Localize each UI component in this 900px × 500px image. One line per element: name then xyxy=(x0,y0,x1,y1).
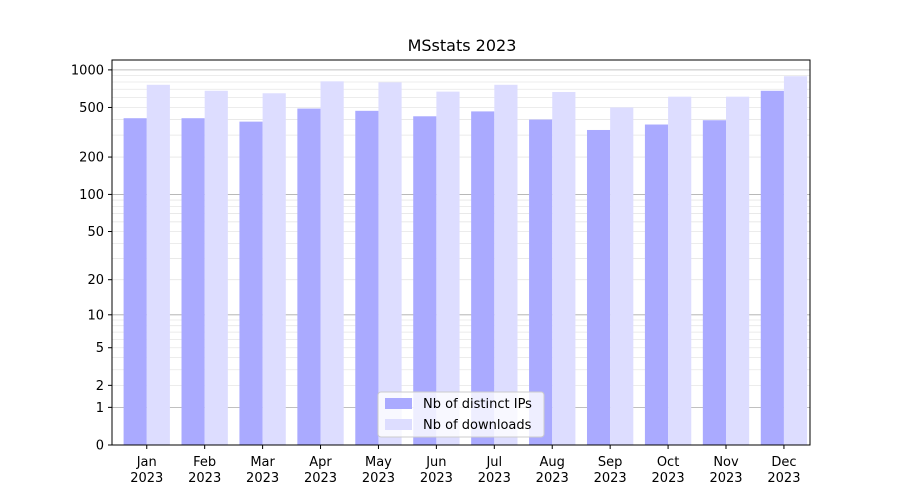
x-tick-label: Apr 2023 xyxy=(304,455,337,486)
x-tick-label-line: Dec xyxy=(771,455,796,470)
x-tick-label-line: 2023 xyxy=(478,471,511,486)
bar-downloads-apr xyxy=(320,81,344,446)
bar-distinct-ips-jul xyxy=(471,111,495,446)
y-tick-label: 100 xyxy=(79,188,104,203)
x-tick-label: Mar 2023 xyxy=(246,455,279,486)
y-tick-label: 1 xyxy=(96,401,104,416)
y-tick-label: 50 xyxy=(87,225,104,240)
bar-distinct-ips-mar xyxy=(239,121,263,446)
bar-downloads-aug xyxy=(552,92,576,446)
legend-label-distinct-ips: Nb of distinct IPs xyxy=(423,397,532,412)
x-tick-label-line: 2023 xyxy=(652,471,685,486)
bar-distinct-ips-jun xyxy=(413,116,437,445)
x-tick-label-line: 2023 xyxy=(420,471,453,486)
x-tick-label-line: 2023 xyxy=(767,471,800,486)
bar-downloads-dec xyxy=(783,76,808,445)
bar-distinct-ips-aug xyxy=(529,119,553,446)
y-tick-label: 500 xyxy=(79,101,104,116)
x-tick-label-line: 2023 xyxy=(594,471,627,486)
x-tick-label: Oct 2023 xyxy=(652,455,685,486)
y-axis: 0 1 2 5 10 20 50 100 200 500 1000 xyxy=(71,63,112,454)
bar-distinct-ips-nov xyxy=(702,120,727,445)
x-tick-label-line: Feb xyxy=(193,455,216,470)
y-tick-label: 200 xyxy=(79,151,104,166)
bar-downloads-nov xyxy=(726,96,750,445)
x-tick-label: Jun 2023 xyxy=(420,455,453,486)
x-tick-label: Nov 2023 xyxy=(709,455,742,486)
x-tick-label-line: Nov xyxy=(713,455,739,470)
bar-downloads-jun xyxy=(436,91,460,446)
bar-distinct-ips-jan xyxy=(123,118,147,445)
y-tick-label: 2 xyxy=(96,379,104,394)
x-tick-label-line: 2023 xyxy=(188,471,221,486)
y-tick-label: 10 xyxy=(87,308,104,323)
bar-distinct-ips-may xyxy=(355,110,379,445)
x-tick-label-line: Sep xyxy=(598,455,623,470)
x-tick-label-line: May xyxy=(365,455,392,470)
x-tick-label: Feb 2023 xyxy=(188,455,221,486)
x-tick-label-line: Aug xyxy=(540,455,565,470)
x-tick-label: Aug 2023 xyxy=(536,455,569,486)
x-tick-label-line: 2023 xyxy=(536,471,569,486)
bar-distinct-ips-apr xyxy=(297,108,321,446)
bar-distinct-ips-oct xyxy=(644,124,669,446)
x-tick-label-line: 2023 xyxy=(362,471,395,486)
legend: Nb of distinct IPs Nb of downloads xyxy=(377,391,545,438)
bar-downloads-mar xyxy=(262,93,286,445)
x-tick-label: May 2023 xyxy=(362,455,395,486)
x-tick-label-line: Apr xyxy=(309,455,332,470)
legend-box xyxy=(377,391,545,438)
x-tick-label-line: Jun xyxy=(425,455,446,470)
bar-distinct-ips-feb xyxy=(181,118,205,445)
legend-swatch-downloads xyxy=(385,419,412,430)
grid xyxy=(112,69,810,408)
y-tick-label: 5 xyxy=(96,341,104,356)
bar-distinct-ips-sep xyxy=(586,129,611,445)
x-tick-label-line: Jan xyxy=(136,455,157,470)
x-tick-label-line: Jul xyxy=(485,455,502,470)
x-tick-label-line: 2023 xyxy=(304,471,337,486)
bar-downloads-jan xyxy=(146,84,170,445)
x-tick-label-line: Mar xyxy=(250,455,275,470)
legend-swatch-distinct-ips xyxy=(385,398,412,409)
x-tick-label-line: 2023 xyxy=(130,471,163,486)
bar-downloads-jul xyxy=(494,84,518,445)
plot-frame xyxy=(111,59,811,446)
x-tick-label: Dec 2023 xyxy=(767,455,800,486)
x-tick-label: Jan 2023 xyxy=(130,455,163,486)
y-tick-label: 1000 xyxy=(71,63,104,78)
bar-downloads-may xyxy=(378,82,402,445)
bar-downloads-feb xyxy=(204,90,228,446)
x-tick-label-line: 2023 xyxy=(709,471,742,486)
x-tick-label: Jul 2023 xyxy=(478,455,511,486)
y-tick-label: 20 xyxy=(87,273,104,288)
x-tick-label-line: 2023 xyxy=(246,471,279,486)
bar-distinct-ips-dec xyxy=(760,90,784,446)
bar-downloads-oct xyxy=(668,96,692,445)
bar-downloads-sep xyxy=(610,107,634,445)
legend-label-downloads: Nb of downloads xyxy=(423,418,532,433)
y-tick-label: 0 xyxy=(96,439,104,454)
bars xyxy=(123,76,808,446)
x-tick-label-line: Oct xyxy=(657,455,679,470)
x-tick-label: Sep 2023 xyxy=(594,455,627,486)
chart-title: MSstats 2023 xyxy=(408,36,517,55)
